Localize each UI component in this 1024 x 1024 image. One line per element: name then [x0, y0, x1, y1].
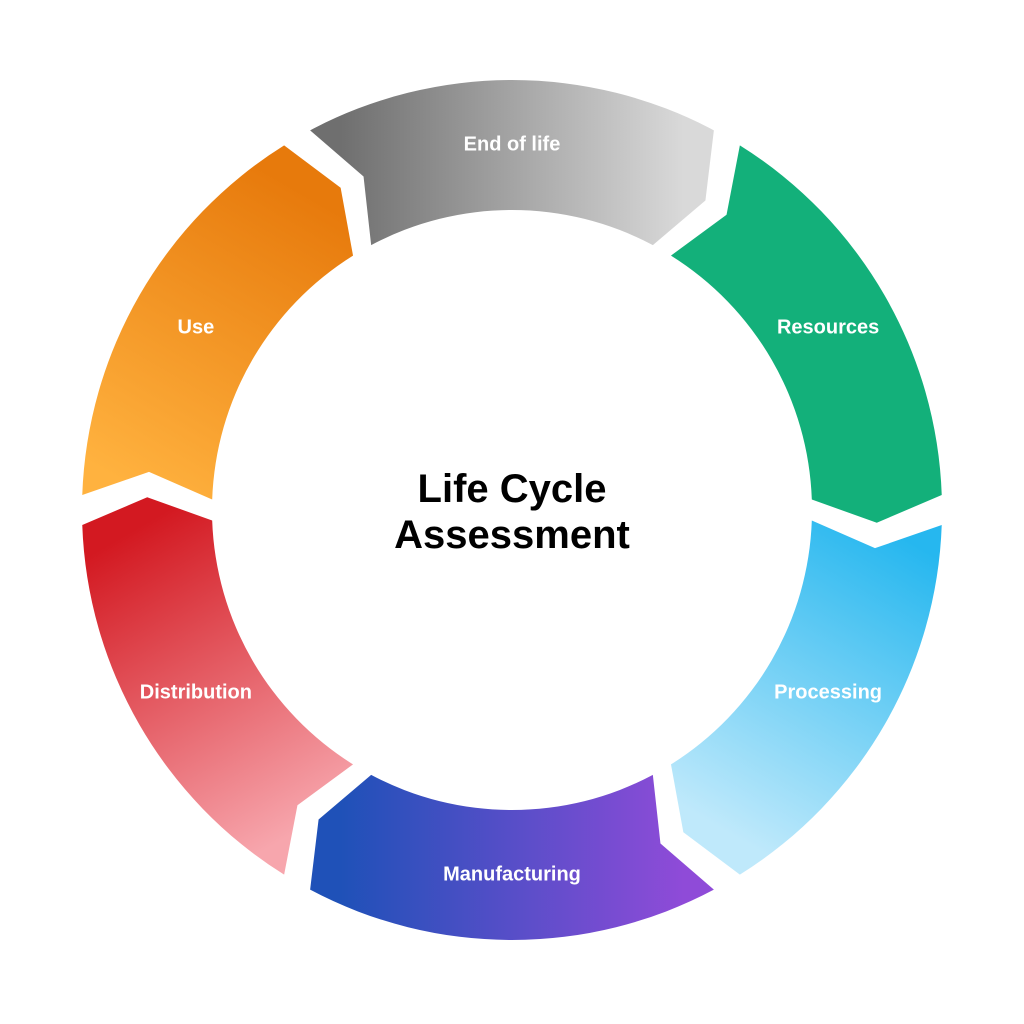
- lifecycle-diagram: Life CycleAssessment End of lifeResource…: [0, 0, 1024, 1024]
- segment-end-of-life: [310, 80, 714, 245]
- center-title: Life CycleAssessment: [394, 466, 630, 558]
- segment-distribution: [82, 497, 353, 874]
- segment-use: [82, 145, 353, 499]
- segment-processing: [671, 520, 942, 874]
- segment-manufacturing: [310, 775, 714, 940]
- segment-resources: [671, 145, 942, 522]
